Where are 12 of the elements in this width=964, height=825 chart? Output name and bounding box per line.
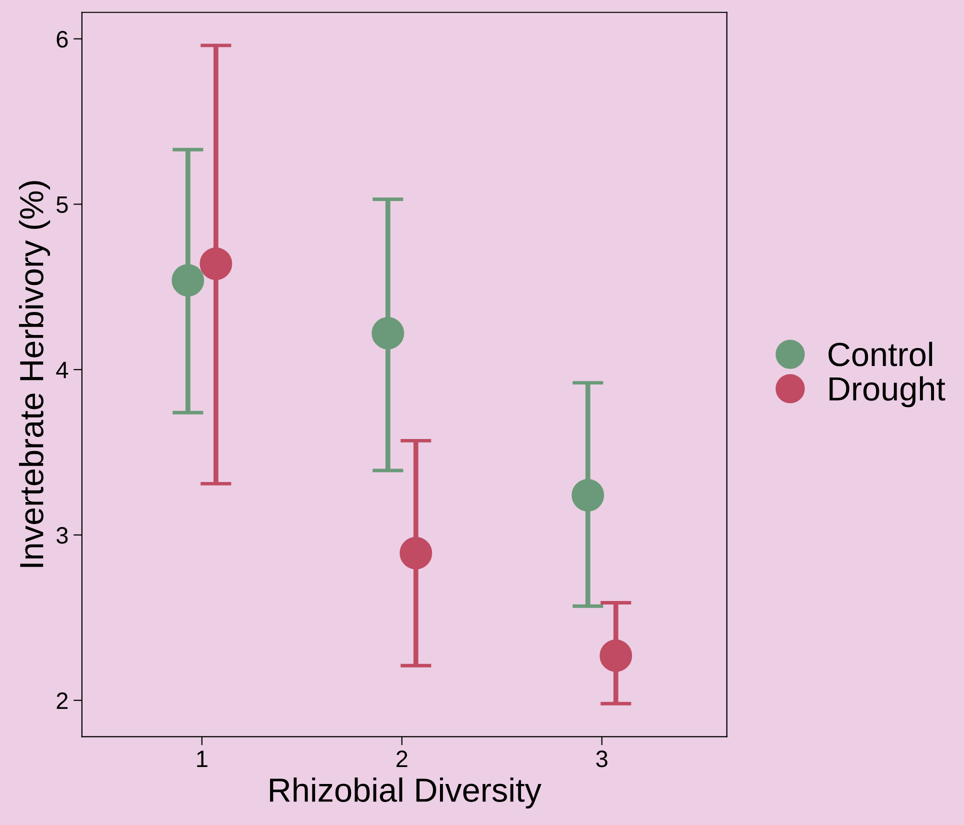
legend-label: Control [828,342,932,366]
y-tick-label: 2 [56,692,68,709]
y-tick-label: 6 [56,30,68,48]
x-tick-label: 3 [596,750,608,768]
y-tick-label: 4 [56,362,68,378]
legend-label: Drought [830,376,946,408]
y-tick-label: 5 [56,196,68,213]
x-axis-title: Rhizobial Diversity [270,777,542,809]
y-tick-label: 3 [56,527,68,544]
x-tick-label: 2 [396,750,408,768]
x-tick-label: 1 [197,750,208,768]
y-axis-title: Invertebrate Herbivory (%) [18,181,50,567]
